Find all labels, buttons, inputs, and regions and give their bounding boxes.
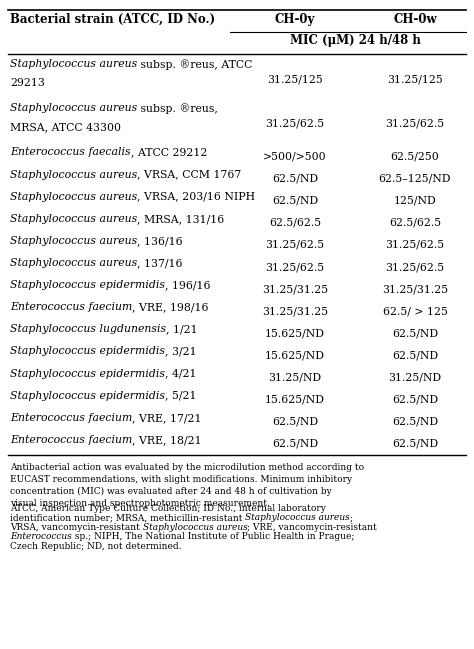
Text: sp.; NIPH, The National Institute of Public Health in Prague;: sp.; NIPH, The National Institute of Pub… [72,532,354,541]
Text: Staphylococcus aureus: Staphylococcus aureus [10,236,137,246]
Text: ;: ; [350,513,353,522]
Text: , VRE, 198/16: , VRE, 198/16 [132,302,209,312]
Text: Staphylococcus aureus: Staphylococcus aureus [10,258,137,268]
Text: 15.625/ND: 15.625/ND [265,395,325,405]
Text: subsp. ®reus, ATCC: subsp. ®reus, ATCC [137,59,253,70]
Text: Antibacterial action was evaluated by the microdilution method according to
EUCA: Antibacterial action was evaluated by th… [10,463,364,508]
Text: 62.5/ND: 62.5/ND [272,196,318,206]
Text: 62.5/ND: 62.5/ND [272,439,318,449]
Text: , MRSA, 131/16: , MRSA, 131/16 [137,214,225,224]
Text: Staphylococcus epidermidis: Staphylococcus epidermidis [10,391,165,400]
Text: Staphylococcus lugdunensis: Staphylococcus lugdunensis [10,324,166,334]
Text: VRSA, vancomycin-resistant: VRSA, vancomycin-resistant [10,523,143,532]
Text: MIC (μM) 24 h/48 h: MIC (μM) 24 h/48 h [290,34,420,47]
Text: , 4/21: , 4/21 [165,369,197,378]
Text: Staphylococcus aureus: Staphylococcus aureus [246,513,350,522]
Text: Staphylococcus aureus: Staphylococcus aureus [10,59,137,69]
Text: 31.25/125: 31.25/125 [267,74,323,84]
Text: , 5/21: , 5/21 [165,391,197,400]
Text: 31.25/62.5: 31.25/62.5 [385,118,445,129]
Text: Staphylococcus aureus: Staphylococcus aureus [10,191,137,202]
Text: 62.5/ND: 62.5/ND [272,417,318,427]
Text: 62.5/ND: 62.5/ND [392,395,438,405]
Text: , 137/16: , 137/16 [137,258,183,268]
Text: 31.25/62.5: 31.25/62.5 [265,262,325,272]
Text: Bacterial strain (ATCC, ID No.): Bacterial strain (ATCC, ID No.) [10,13,215,26]
Text: 62.5/250: 62.5/250 [391,151,439,162]
Text: , VRSA, 203/16 NIPH: , VRSA, 203/16 NIPH [137,191,255,202]
Text: Enterococcus faecium: Enterococcus faecium [10,302,132,312]
Text: subsp. ®reus,: subsp. ®reus, [137,103,218,114]
Text: 125/ND: 125/ND [393,196,437,206]
Text: Enterococcus: Enterococcus [10,532,72,541]
Text: Staphylococcus epidermidis: Staphylococcus epidermidis [10,280,165,290]
Text: 62.5/ND: 62.5/ND [392,417,438,427]
Text: , 3/21: , 3/21 [165,347,197,356]
Text: , 1/21: , 1/21 [166,324,198,334]
Text: ; VRE, vancomycin-resistant: ; VRE, vancomycin-resistant [247,523,377,532]
Text: Staphylococcus epidermidis: Staphylococcus epidermidis [10,347,165,356]
Text: , VRE, 17/21: , VRE, 17/21 [132,413,202,422]
Text: 31.25/62.5: 31.25/62.5 [265,240,325,250]
Text: 62.5/ND: 62.5/ND [392,350,438,360]
Text: MRSA, ATCC 43300: MRSA, ATCC 43300 [10,123,121,132]
Text: 31.25/ND: 31.25/ND [268,373,321,383]
Text: 62.5/ND: 62.5/ND [392,328,438,338]
Text: , 136/16: , 136/16 [137,236,183,246]
Text: Enterococcus faecalis: Enterococcus faecalis [10,147,131,158]
Text: 62.5/ND: 62.5/ND [392,439,438,449]
Text: 31.25/31.25: 31.25/31.25 [262,284,328,294]
Text: Staphylococcus epidermidis: Staphylococcus epidermidis [10,369,165,378]
Text: 31.25/62.5: 31.25/62.5 [385,262,445,272]
Text: 62.5/62.5: 62.5/62.5 [389,218,441,228]
Text: 31.25/31.25: 31.25/31.25 [262,306,328,316]
Text: 62.5/ND: 62.5/ND [272,174,318,184]
Text: identification number; MRSA, methicillin-resistant: identification number; MRSA, methicillin… [10,513,246,522]
Text: Staphylococcus aureus: Staphylococcus aureus [10,103,137,113]
Text: 29213: 29213 [10,79,45,88]
Text: 15.625/ND: 15.625/ND [265,328,325,338]
Text: Czech Republic; ND, not determined.: Czech Republic; ND, not determined. [10,542,182,551]
Text: , ATCC 29212: , ATCC 29212 [131,147,207,158]
Text: 31.25/62.5: 31.25/62.5 [265,118,325,129]
Text: 31.25/125: 31.25/125 [387,74,443,84]
Text: ATCC, American Type Culture Collection; ID No., internal laboratory: ATCC, American Type Culture Collection; … [10,504,326,513]
Text: CH-0w: CH-0w [393,13,437,26]
Text: 62.5/ > 125: 62.5/ > 125 [383,306,447,316]
Text: Staphylococcus aureus: Staphylococcus aureus [143,523,247,532]
Text: 31.25/31.25: 31.25/31.25 [382,284,448,294]
Text: , VRSA, CCM 1767: , VRSA, CCM 1767 [137,169,241,180]
Text: 31.25/62.5: 31.25/62.5 [385,240,445,250]
Text: , VRE, 18/21: , VRE, 18/21 [132,435,202,445]
Text: 62.5–125/ND: 62.5–125/ND [379,174,451,184]
Text: , 196/16: , 196/16 [165,280,210,290]
Text: Staphylococcus aureus: Staphylococcus aureus [10,169,137,180]
Text: 31.25/ND: 31.25/ND [388,373,442,383]
Text: Enterococcus faecium: Enterococcus faecium [10,435,132,445]
Text: 15.625/ND: 15.625/ND [265,350,325,360]
Text: Enterococcus faecium: Enterococcus faecium [10,413,132,422]
Text: >500/>500: >500/>500 [263,151,327,162]
Text: 62.5/62.5: 62.5/62.5 [269,218,321,228]
Text: Staphylococcus aureus: Staphylococcus aureus [10,214,137,224]
Text: CH-0y: CH-0y [275,13,315,26]
